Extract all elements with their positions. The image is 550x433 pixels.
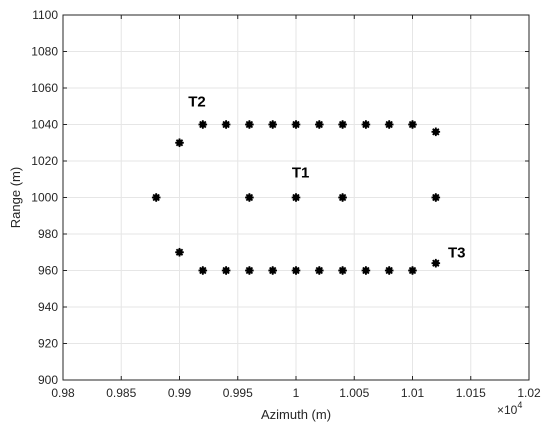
data-point [291, 193, 301, 202]
data-point [175, 247, 184, 257]
y-tick-label: 1080 [31, 45, 58, 59]
data-point-arm [385, 266, 393, 275]
x-tick-label: 1.015 [456, 386, 486, 400]
axis-ticks [62, 14, 530, 381]
data-point [314, 266, 324, 275]
data-point [431, 193, 441, 202]
x-tick-label: 0.995 [223, 386, 253, 400]
y-tick-label: 1000 [31, 191, 58, 205]
data-point-arm [292, 193, 300, 202]
data-point-arm [315, 120, 323, 129]
x-tick-label: 1.005 [339, 386, 369, 400]
data-point [245, 120, 254, 129]
data-point-arm [245, 193, 254, 202]
data-point-arm [338, 266, 347, 275]
x-tick-label: 0.98 [51, 386, 75, 400]
data-point [431, 258, 441, 268]
data-point-arm [245, 266, 254, 275]
x-axis-exponent: ×104 [497, 400, 522, 417]
data-point-arm [338, 120, 347, 129]
data-point [268, 120, 278, 129]
data-point-arm [408, 120, 417, 129]
data-point [338, 120, 347, 129]
data-point-arm [432, 193, 440, 202]
y-tick-label: 940 [38, 300, 58, 314]
data-point-arm [175, 139, 184, 147]
data-point [361, 120, 371, 129]
x-exponent-power: 4 [517, 400, 522, 410]
data-point [384, 120, 394, 129]
data-point [408, 120, 417, 129]
annotation-label: T3 [448, 245, 466, 262]
x-tick-label: 1.02 [517, 386, 541, 400]
data-point-arm [292, 266, 300, 275]
y-tick-label: 980 [38, 227, 58, 241]
data-point [291, 120, 301, 129]
data-point-arm [222, 266, 230, 275]
data-point [221, 266, 231, 275]
data-point [221, 120, 231, 129]
y-tick-label: 1040 [31, 118, 58, 132]
data-point-arm [362, 266, 370, 275]
data-point [408, 266, 417, 275]
data-point-arm [385, 120, 393, 129]
y-tick-label: 900 [38, 373, 58, 387]
data-point [384, 266, 394, 275]
data-point [338, 193, 347, 202]
data-point [245, 266, 254, 275]
data-point-arm [269, 266, 277, 275]
data-point [361, 266, 371, 275]
data-point-arm [222, 120, 230, 129]
data-point-arm [292, 120, 300, 129]
x-tick-label: 1 [293, 386, 300, 400]
data-point-arm [338, 193, 347, 202]
data-point-arm [408, 266, 417, 275]
data-point [314, 120, 324, 129]
data-point [431, 127, 441, 137]
data-point [338, 266, 347, 275]
data-points [151, 120, 441, 275]
data-point-arm [199, 266, 207, 275]
annotations: T2 T1 T3 [188, 93, 465, 261]
y-tick-label: 1100 [32, 8, 58, 22]
y-tick-label: 1060 [31, 81, 58, 95]
data-point [291, 266, 301, 275]
data-point-arm [152, 193, 160, 202]
y-tick-label: 960 [38, 264, 58, 278]
data-point-arm [245, 120, 254, 129]
data-point-arm [175, 248, 184, 256]
x-tick-label: 0.985 [106, 386, 136, 400]
x-exponent-base: ×10 [497, 403, 518, 417]
data-point-arm [362, 120, 370, 129]
data-point [198, 120, 208, 129]
data-point [245, 193, 254, 202]
x-tick-label: 1.01 [401, 386, 425, 400]
data-point-arm [269, 120, 277, 129]
x-tick-label: 0.99 [168, 386, 192, 400]
data-point [198, 266, 208, 275]
annotation-label: T2 [188, 93, 206, 110]
x-tick-labels: 0.98 0.985 0.99 0.995 1 1.005 1.01 1.015 1.02 [51, 386, 541, 400]
data-point-arm [432, 259, 440, 267]
annotation-label: T1 [292, 164, 310, 181]
data-point-arm [315, 266, 323, 275]
x-axis-label: Azimuth (m) [261, 407, 331, 422]
y-axis-label: Range (m) [8, 167, 23, 228]
y-tick-label: 920 [38, 337, 58, 351]
data-point [268, 266, 278, 275]
data-point-arm [199, 120, 207, 129]
data-point [175, 138, 184, 148]
data-point-arm [432, 128, 440, 136]
data-point [151, 193, 161, 202]
y-tick-label: 1020 [31, 154, 58, 168]
y-tick-labels: 900 920 940 960 980 1000 1020 1040 1060 1080 1100 [31, 8, 58, 387]
